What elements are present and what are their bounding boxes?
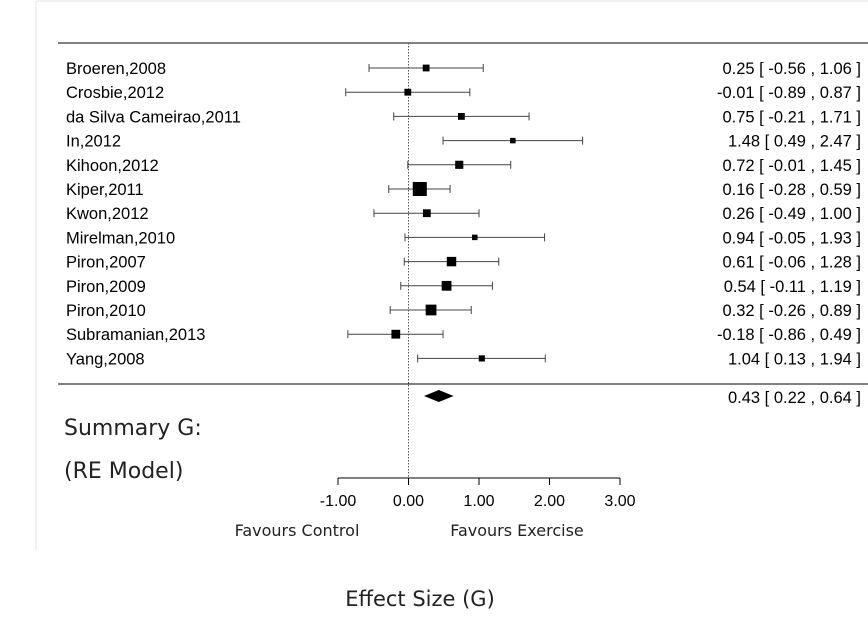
study-label: Piron,2007 — [66, 254, 146, 272]
summary-row: Summary G: (RE Model) 0.43 [ 0.22 , 0.64… — [64, 389, 861, 484]
summary-diamond — [424, 390, 454, 402]
study-row: Yang,2008 1.04 [ 0.13 , 1.94 ] — [66, 350, 861, 368]
point-estimate — [425, 304, 437, 316]
study-ci-text: 0.75 [ -0.21 , 1.71 ] — [722, 108, 861, 126]
summary-label-line2: (RE Model) — [64, 459, 183, 484]
point-estimate — [404, 88, 412, 96]
x-tick-label: 3.00 — [604, 493, 635, 510]
study-ci-text: 0.94 [ -0.05 , 1.93 ] — [722, 229, 861, 247]
study-label: Subramanian,2013 — [66, 326, 205, 344]
x-tick-label: 1.00 — [463, 493, 494, 510]
study-ci-text: -0.01 [ -0.89 , 0.87 ] — [717, 84, 861, 102]
study-ci-text: -0.18 [ -0.86 , 0.49 ] — [717, 326, 861, 344]
study-label: Piron,2009 — [66, 278, 146, 296]
point-estimate — [422, 64, 430, 72]
study-row: Broeren,2008 0.25 [ -0.56 , 1.06 ] — [66, 60, 861, 78]
point-estimate — [457, 113, 465, 120]
point-estimate — [441, 280, 452, 291]
x-tick-label: -1.00 — [320, 493, 357, 510]
summary-label-line1: Summary G: — [64, 416, 202, 441]
study-label: da Silva Cameirao,2011 — [66, 108, 241, 126]
favours-exercise-label: Favours Exercise — [450, 521, 584, 540]
study-label: Mirelman,2010 — [66, 229, 175, 247]
study-ci-text: 0.32 [ -0.26 , 0.89 ] — [722, 302, 861, 320]
study-ci-text: 0.26 [ -0.49 , 1.00 ] — [722, 205, 861, 223]
study-ci-text: 0.72 [ -0.01 , 1.45 ] — [722, 157, 861, 175]
x-tick-label: 0.00 — [393, 493, 424, 510]
point-estimate — [422, 209, 431, 218]
point-estimate — [472, 234, 478, 241]
study-ci-text: 1.48 [ 0.49 , 2.47 ] — [728, 133, 861, 151]
point-estimate — [391, 329, 401, 339]
study-label: Broeren,2008 — [66, 60, 166, 78]
study-label: Kihoon,2012 — [66, 157, 159, 175]
study-label: Crosbie,2012 — [66, 84, 164, 102]
study-row: Piron,2009 0.54 [ -0.11 , 1.19 ] — [66, 278, 861, 296]
study-ci-text: 0.25 [ -0.56 , 1.06 ] — [722, 60, 861, 78]
favours-control-label: Favours Control — [235, 521, 360, 540]
study-row: da Silva Cameirao,2011 0.75 [ -0.21 , 1.7… — [66, 108, 861, 126]
x-tick-label: 2.00 — [534, 493, 565, 510]
point-estimate — [478, 355, 485, 362]
study-ci-text: 0.16 [ -0.28 , 0.59 ] — [722, 181, 861, 199]
study-row: Kiper,2011 0.16 [ -0.28 , 0.59 ] — [66, 181, 861, 199]
x-axis-ticks: -1.00 0.00 1.00 2.00 3.00 — [320, 478, 636, 510]
study-row: Piron,2010 0.32 [ -0.26 , 0.89 ] — [66, 302, 861, 320]
study-ci-text: 1.04 [ 0.13 , 1.94 ] — [728, 350, 861, 368]
study-rows: Broeren,2008 0.25 [ -0.56 , 1.06 ] Crosbie… — [66, 60, 861, 368]
study-row: Kwon,2012 0.26 [ -0.49 , 1.00 ] — [66, 205, 861, 223]
study-label: Yang,2008 — [66, 350, 145, 368]
study-ci-text: 0.54 [ -0.11 , 1.19 ] — [724, 278, 861, 296]
study-label: Kwon,2012 — [66, 205, 149, 223]
point-estimate — [510, 137, 516, 144]
study-row: Crosbie,2012 -0.01 [ -0.89 , 0.87 ] — [66, 84, 861, 102]
study-row: In,2012 1.48 [ 0.49 , 2.47 ] — [66, 133, 861, 151]
study-ci-text: 0.61 [ -0.06 , 1.28 ] — [722, 254, 861, 272]
x-axis-title: Effect Size (G) — [345, 587, 495, 611]
study-label: In,2012 — [66, 133, 121, 151]
study-row: Mirelman,2010 0.94 [ -0.05 , 1.93 ] — [66, 229, 861, 247]
study-label: Piron,2010 — [66, 302, 146, 320]
point-estimate — [455, 160, 464, 169]
study-row: Piron,2007 0.61 [ -0.06 , 1.28 ] — [66, 254, 861, 272]
study-row: Kihoon,2012 0.72 [ -0.01 , 1.45 ] — [66, 157, 861, 175]
study-row: Subramanian,2013 -0.18 [ -0.86 , 0.49 ] — [66, 326, 861, 344]
point-estimate — [412, 181, 427, 197]
point-estimate — [446, 256, 457, 267]
summary-ci-text: 0.43 [ 0.22 , 0.64 ] — [728, 389, 861, 407]
study-label: Kiper,2011 — [66, 181, 144, 199]
